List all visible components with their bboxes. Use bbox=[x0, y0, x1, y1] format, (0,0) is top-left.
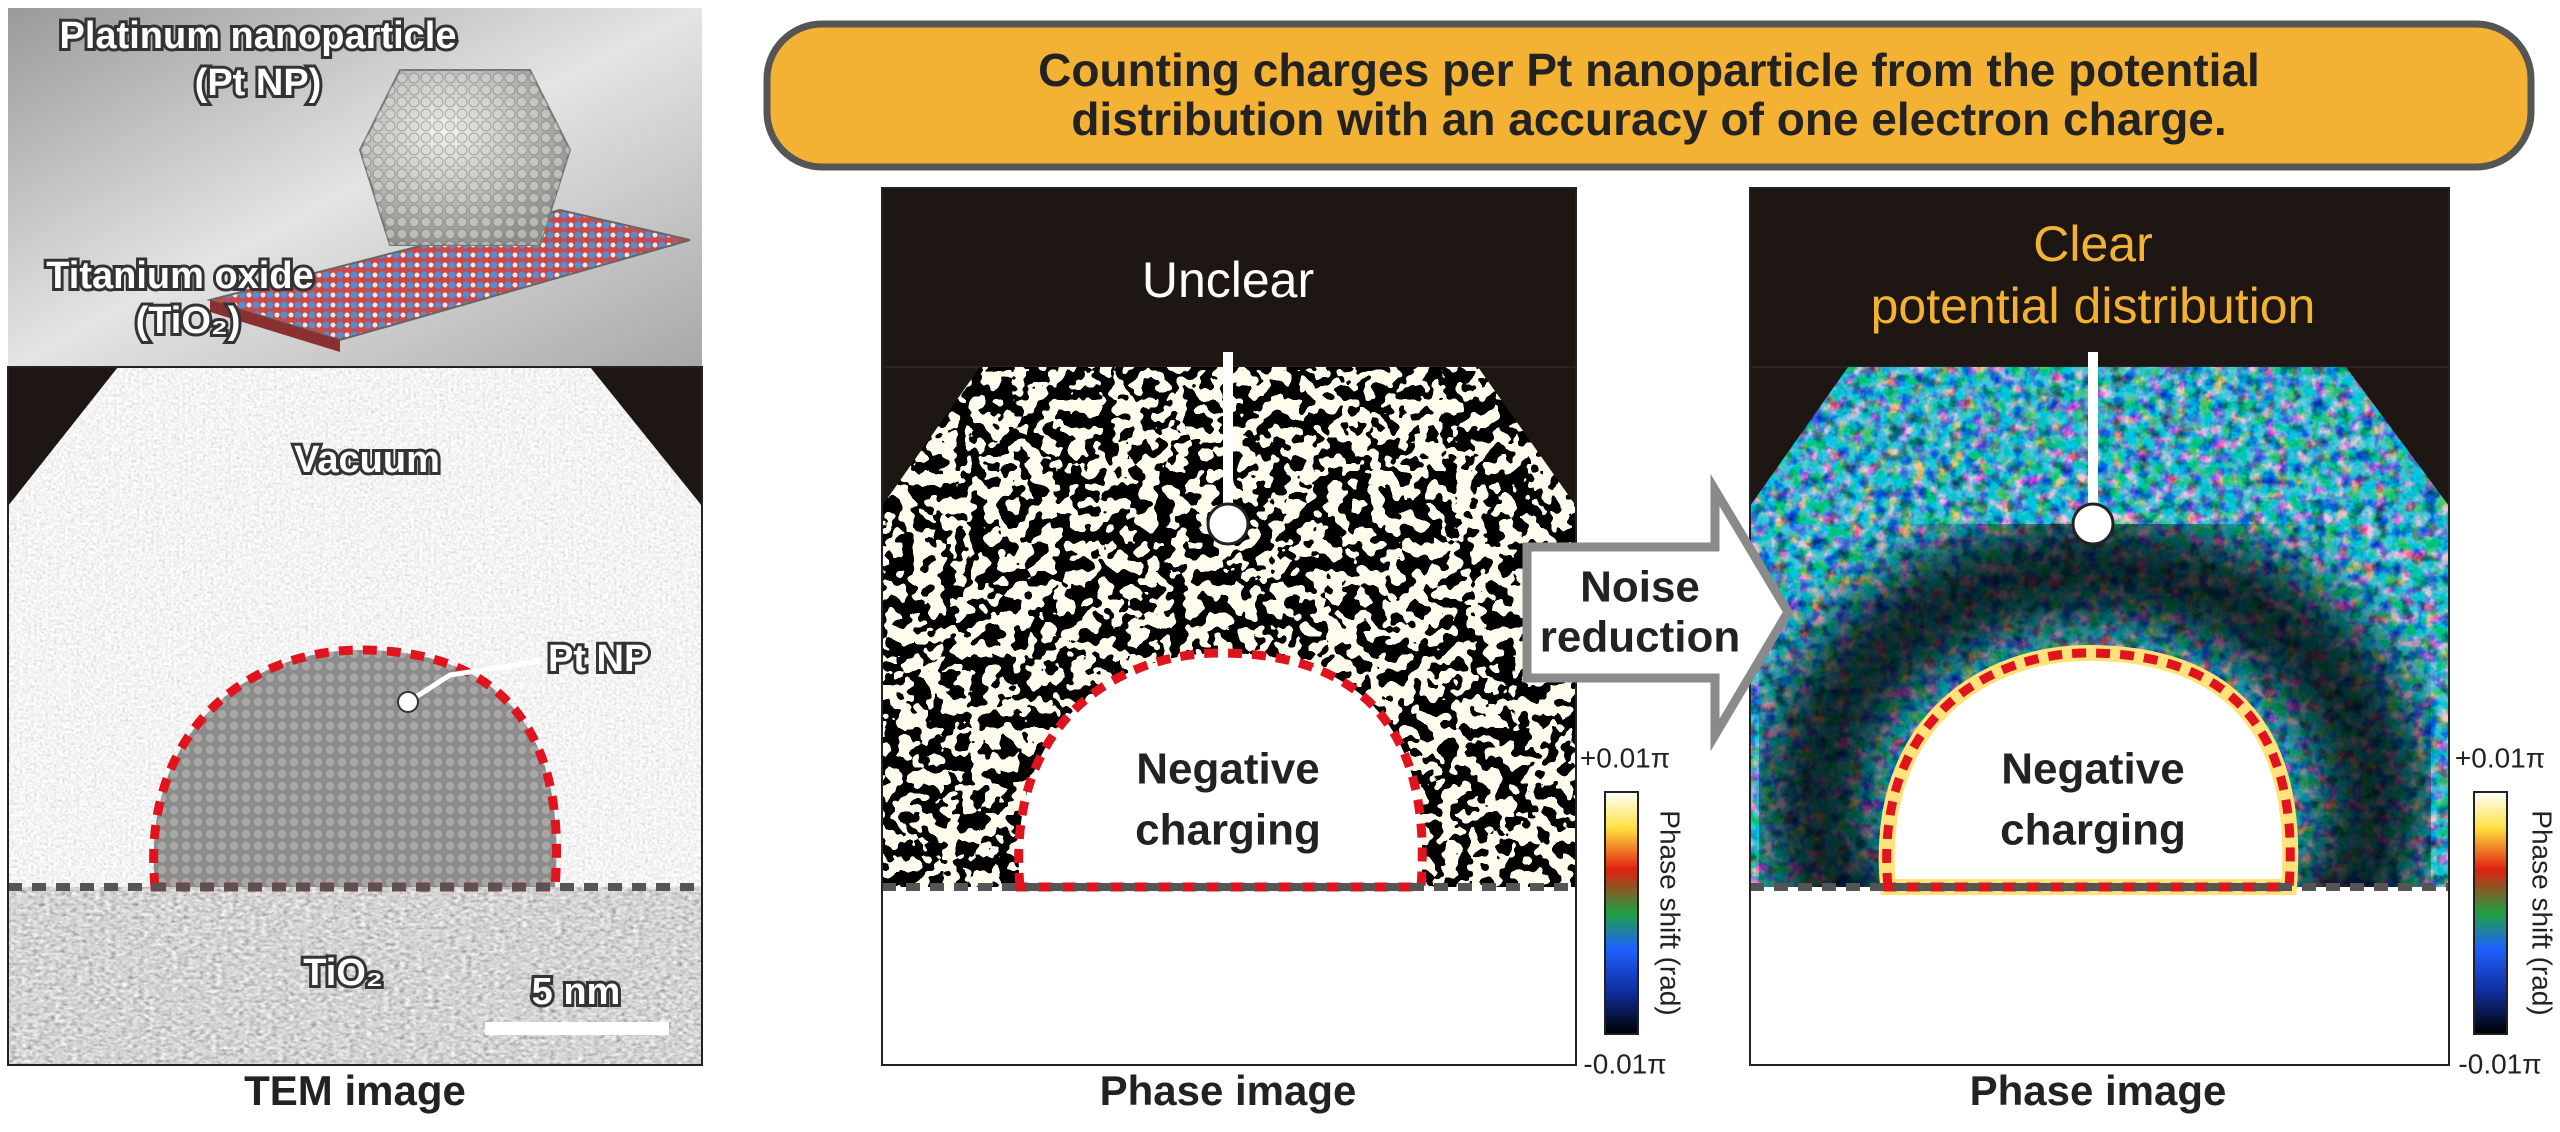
heading: Unclear bbox=[1142, 252, 1314, 308]
heading: potential distribution bbox=[1871, 278, 2316, 334]
illustration-label: (TiO₂) bbox=[136, 300, 241, 342]
banner bbox=[763, 20, 2535, 171]
tem-label: Pt NP bbox=[548, 638, 649, 680]
particle-outline bbox=[1014, 648, 1427, 892]
substrate-area bbox=[1750, 887, 2449, 1065]
region-label: Negative bbox=[1136, 745, 1319, 794]
colorbar-max: +0.01π bbox=[1580, 742, 1670, 773]
tem-particle-lattice bbox=[153, 650, 557, 887]
arrow-label: reduction bbox=[1540, 613, 1740, 662]
caption: TEM image bbox=[244, 1067, 466, 1114]
caption: Phase image bbox=[1100, 1067, 1357, 1114]
tem-corner bbox=[590, 367, 702, 506]
banner-text: Counting charges per Pt nanoparticle fro… bbox=[1038, 44, 2260, 96]
colorbar-min: -0.01π bbox=[2458, 1048, 2541, 1079]
phase-image-raw: Unclear Negative charging bbox=[881, 187, 1577, 1066]
region-label: charging bbox=[1135, 806, 1321, 855]
region-label: charging bbox=[2000, 806, 2186, 855]
pointer bbox=[406, 658, 541, 705]
phase-image-denoised: Clear potential distribution Negative ch… bbox=[1749, 187, 2450, 1066]
particle-area bbox=[1018, 653, 1423, 887]
dark-halo bbox=[1760, 515, 2430, 887]
banner-text: distribution with an accuracy of one ele… bbox=[1071, 93, 2226, 145]
pointer-dot bbox=[2071, 502, 2115, 546]
illustration-label: Titanium oxide bbox=[46, 255, 313, 297]
colorbar-title: Phase shift (rad) bbox=[1655, 810, 1686, 1015]
scale-bar-label: 5 nm bbox=[532, 971, 621, 1013]
tem-label: TiO₂ bbox=[303, 952, 383, 994]
tem-corner bbox=[8, 367, 118, 506]
region-label: Negative bbox=[2001, 745, 2184, 794]
illustration-label: Platinum nanoparticle bbox=[60, 15, 457, 57]
pointer-dot bbox=[1206, 502, 1250, 546]
heading: Clear bbox=[2033, 216, 2152, 272]
arrow-label: Noise bbox=[1580, 563, 1700, 612]
colorbar bbox=[1604, 791, 1639, 1035]
colorbar-min: -0.01π bbox=[1583, 1048, 1666, 1079]
particle-outline bbox=[149, 645, 561, 892]
particle-outline bbox=[1882, 648, 2295, 892]
tem-substrate bbox=[8, 887, 702, 1065]
colorbar-max: +0.01π bbox=[2455, 742, 2545, 773]
tem-image bbox=[8, 367, 702, 1065]
arrow bbox=[1522, 473, 1794, 752]
colorbar bbox=[2473, 791, 2508, 1035]
colorbar-title: Phase shift (rad) bbox=[2527, 810, 2558, 1015]
pointer-dot bbox=[397, 691, 419, 713]
substrate-area bbox=[882, 887, 1576, 1065]
scale-bar bbox=[485, 1022, 669, 1035]
illustration-label: (Pt NP) bbox=[195, 62, 322, 104]
tem-label: Vacuum bbox=[294, 439, 440, 481]
caption: Phase image bbox=[1970, 1067, 2227, 1114]
slab-edge bbox=[210, 300, 340, 352]
tem-frame bbox=[7, 366, 703, 1066]
pt-atoms bbox=[360, 70, 570, 245]
